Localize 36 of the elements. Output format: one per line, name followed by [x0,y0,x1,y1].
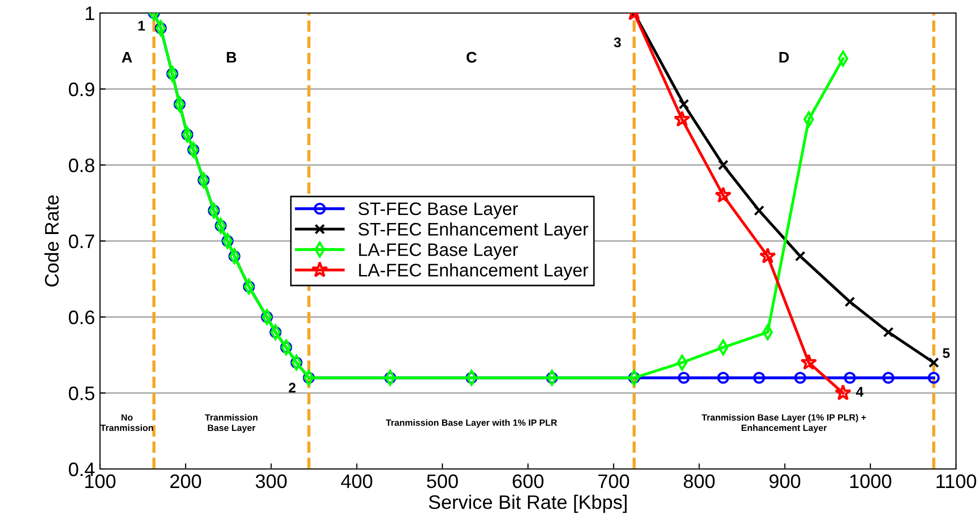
annotation: B [226,52,236,63]
annotation: 1 [138,20,145,30]
y-tick-label: 0.4 [68,462,95,476]
legend-label: LA-FEC Base Layer [359,243,518,260]
annotation: A [122,52,132,63]
annotation: Tranmission Base Layer [204,414,258,433]
y-tick-label: 0.9 [68,82,94,96]
x-tick-label: 500 [426,474,458,488]
x-tick-label: 100 [85,474,116,488]
x-axis-title: Service Bit Rate [Kbps] [428,494,627,513]
x-tick-label: 900 [769,474,800,488]
legend-label: LA-FEC Enhancement Layer [359,263,588,280]
annotation: C [466,52,477,63]
x-tick-label: 300 [256,474,287,488]
x-tick-label: 400 [341,474,372,488]
x-tick-label: 200 [170,474,202,488]
legend-label: ST-FEC Base Layer [358,202,518,219]
y-tick-label: 0.7 [68,234,94,248]
annotation: 4 [856,387,864,397]
annotation: 2 [288,382,296,393]
x-tick-label: 600 [512,474,544,488]
y-tick-label: 0.6 [68,310,94,324]
annotation: Tranmission Base Layer (1% IP PLR) + Enhancement Layer [702,414,866,433]
annotation: Tranmission Base Layer with 1% IP PLR [386,419,558,428]
y-tick-label: 0.5 [68,386,94,400]
annotation: 3 [614,37,621,48]
y-axis-title: Code Rate [44,195,59,286]
x-tick-label: 1100 [936,474,976,488]
y-tick-label: 1 [86,6,94,20]
x-tick-label: 800 [684,474,715,488]
x-tick-label: 1000 [850,474,892,488]
annotation: 5 [942,348,950,358]
annotation: D [779,52,789,63]
legend-label: ST-FEC Enhancement Layer [358,222,588,240]
x-tick-label: 700 [598,474,630,488]
y-tick-label: 0.8 [68,158,94,172]
